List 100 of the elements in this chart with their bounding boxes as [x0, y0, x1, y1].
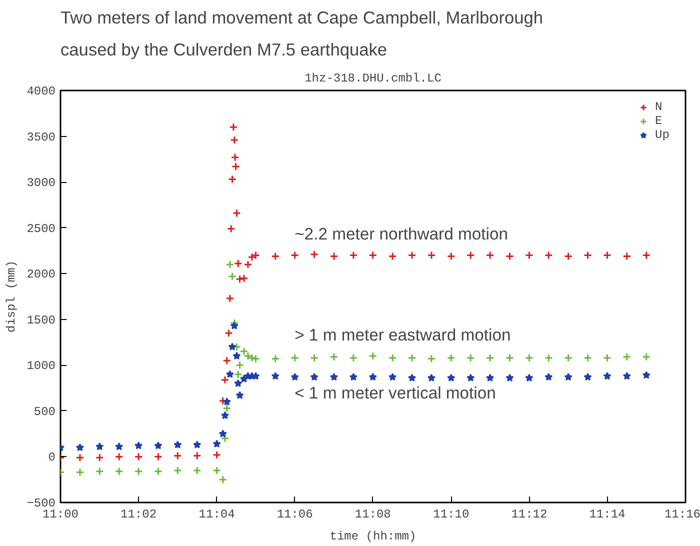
point — [330, 352, 338, 362]
x-tick-label: 11:02 — [120, 508, 157, 522]
point — [505, 252, 514, 260]
point — [446, 354, 456, 362]
point — [349, 354, 358, 362]
point — [388, 372, 397, 381]
point — [76, 443, 84, 452]
point — [224, 328, 234, 338]
y-tick-label: 0 — [48, 450, 56, 465]
point — [236, 274, 244, 284]
point — [154, 467, 162, 476]
y-tick-label: 1500 — [26, 313, 56, 328]
point — [271, 252, 280, 260]
x-tick-label: 11:14 — [589, 508, 626, 522]
point — [544, 251, 553, 260]
point — [564, 252, 573, 260]
point — [388, 354, 397, 362]
point — [622, 252, 632, 260]
legend-label: N — [655, 100, 664, 114]
point — [524, 354, 534, 362]
point — [154, 441, 162, 450]
point — [602, 354, 612, 362]
point — [228, 175, 237, 184]
point — [603, 372, 612, 380]
text: 1hz-318.DHU.cmbl.LC — [304, 72, 442, 86]
point — [408, 374, 416, 382]
y-tick-label: 3000 — [26, 176, 56, 190]
point — [234, 379, 242, 388]
point — [447, 374, 456, 382]
point — [427, 374, 436, 382]
point — [486, 374, 494, 382]
point — [76, 468, 84, 477]
point — [506, 374, 514, 382]
chart-title: Two meters of land movement at Cape Campbell, Marlborough — [60, 8, 544, 28]
point — [226, 224, 236, 233]
point — [642, 251, 651, 260]
point — [134, 452, 143, 461]
x-tick-label: 11:08 — [354, 508, 391, 522]
point — [544, 354, 553, 362]
point — [486, 354, 494, 362]
point — [310, 354, 319, 362]
point — [220, 434, 230, 443]
point — [228, 342, 236, 350]
point — [230, 136, 239, 144]
point — [114, 452, 124, 461]
chart-subtitle: caused by the Culverden M7.5 earthquake — [60, 40, 388, 60]
point — [244, 352, 252, 360]
x-tick-label: 11:00 — [42, 508, 79, 522]
point — [154, 452, 162, 461]
point — [466, 251, 475, 260]
point — [192, 466, 202, 475]
point — [642, 370, 650, 379]
point — [218, 430, 227, 438]
y-tick-label: 3500 — [26, 130, 56, 144]
point — [228, 272, 237, 281]
point — [310, 372, 318, 381]
point — [466, 354, 475, 362]
y-tick-label: 2000 — [26, 268, 56, 282]
point — [584, 251, 592, 260]
point — [220, 376, 230, 384]
point — [134, 467, 143, 476]
point — [290, 372, 299, 381]
point — [193, 440, 202, 448]
point — [192, 452, 202, 460]
point — [173, 452, 182, 460]
point — [222, 356, 232, 365]
point — [427, 354, 436, 364]
point — [232, 352, 241, 360]
point — [222, 404, 232, 412]
point — [584, 354, 592, 362]
point — [330, 252, 338, 260]
point — [622, 352, 632, 362]
point — [229, 122, 238, 132]
point — [486, 251, 494, 260]
x-tick-label: 11:06 — [276, 508, 313, 522]
point — [226, 294, 234, 303]
point — [222, 398, 231, 406]
point — [218, 475, 228, 484]
point — [446, 252, 456, 260]
point — [173, 466, 182, 475]
point — [232, 162, 240, 171]
point — [584, 372, 592, 381]
point — [96, 442, 104, 450]
point — [466, 374, 475, 382]
point — [271, 372, 280, 380]
y-tick-label: 1000 — [26, 359, 56, 374]
annotation: < 1 m meter vertical motion — [294, 383, 496, 402]
point — [525, 374, 534, 382]
point — [290, 354, 300, 362]
point — [602, 251, 612, 260]
point — [134, 441, 143, 450]
point — [408, 251, 416, 260]
point — [230, 153, 240, 162]
point — [271, 354, 280, 364]
y-tick-label: 2500 — [26, 222, 56, 236]
x-tick-label: 11:04 — [198, 508, 235, 522]
point — [234, 259, 242, 268]
point — [368, 372, 377, 381]
point — [230, 322, 238, 330]
y-axis-title: displ (mm) — [4, 260, 19, 333]
